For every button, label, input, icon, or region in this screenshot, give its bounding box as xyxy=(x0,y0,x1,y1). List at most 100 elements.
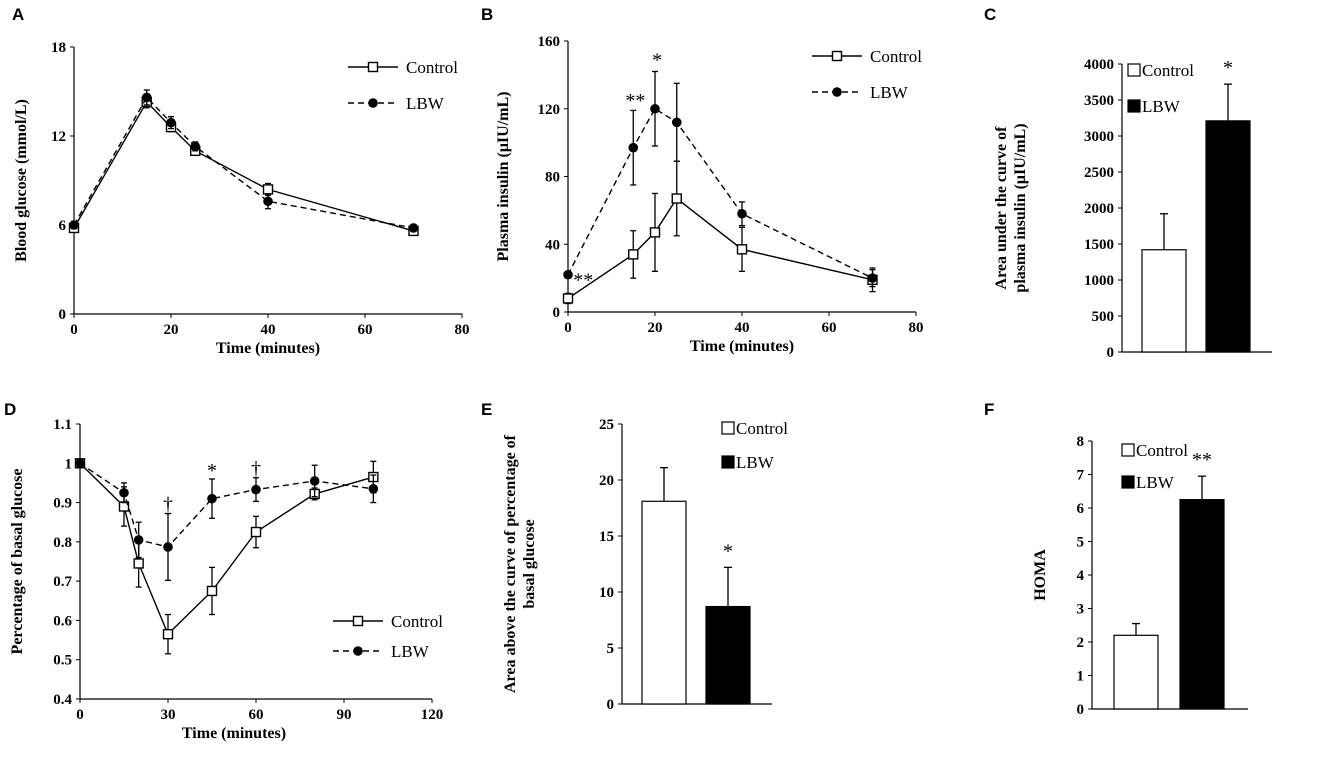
y-axis-label: HOMA xyxy=(1032,549,1049,601)
data-point-lbw xyxy=(263,196,273,207)
y-tick-label: 1 xyxy=(1077,669,1085,685)
legend-marker-lbw xyxy=(832,87,842,97)
x-tick-label: 20 xyxy=(648,320,663,336)
y-tick-label: 20 xyxy=(599,473,614,489)
data-point-lbw xyxy=(119,487,129,498)
y-tick-label: 6 xyxy=(59,218,67,234)
data-point-control xyxy=(262,184,274,195)
panel-label-a: A xyxy=(12,5,24,24)
bar-control xyxy=(1141,249,1187,353)
y-tick-label: 15 xyxy=(599,529,614,545)
data-point-control xyxy=(628,249,639,260)
data-point-lbw xyxy=(69,220,79,230)
y-tick-label: 0.5 xyxy=(53,653,72,669)
y-tick-label: 12 xyxy=(51,129,66,145)
legend-marker-control xyxy=(831,50,843,62)
bar-lbw xyxy=(1205,120,1251,353)
data-point-control xyxy=(671,193,682,204)
series-line-lbw xyxy=(73,96,414,229)
y-tick-label: 5 xyxy=(607,641,615,657)
x-tick-label: 0 xyxy=(70,322,78,338)
y-tick-label: 0 xyxy=(1107,345,1115,361)
legend-label-lbw: LBW xyxy=(736,453,775,472)
data-point-lbw xyxy=(408,223,419,233)
data-point-lbw xyxy=(628,142,639,153)
y-tick-label: 1 xyxy=(65,456,73,472)
y-tick-label: 0.8 xyxy=(53,535,72,551)
x-tick-label: 40 xyxy=(735,320,750,336)
series-line-lbw xyxy=(567,107,873,279)
y-tick-label: 0.9 xyxy=(53,496,72,512)
y-tick-label: 0 xyxy=(1077,702,1085,718)
x-tick-label: 60 xyxy=(358,322,373,338)
significance-marker: † xyxy=(251,458,261,480)
data-point-lbw xyxy=(737,208,747,219)
y-tick-label: 3500 xyxy=(1084,93,1114,109)
y-axis-label: Percentage of basal glucose xyxy=(9,469,26,655)
y-tick-label: 0 xyxy=(607,697,615,713)
legend-label-control: Control xyxy=(870,47,922,66)
data-point-lbw xyxy=(671,117,682,128)
data-point-control xyxy=(649,227,661,238)
bar-lbw xyxy=(705,605,751,705)
significance-marker: * xyxy=(207,460,217,482)
panel-e: E 0 5 10 15 20 25 Area above the curve of perce… xyxy=(481,400,788,713)
series-line-control xyxy=(79,462,374,636)
y-tick-label: 7 xyxy=(1077,468,1085,484)
data-point-lbw xyxy=(141,92,152,103)
panel-label-e: E xyxy=(481,400,492,419)
panel-f: F 0 1 2 3 4 5 6 7 8 HOMA **Control LBW xyxy=(984,400,1248,718)
y-tick-label: 2 xyxy=(1077,635,1085,651)
x-tick-label: 120 xyxy=(421,707,444,723)
x-axis-label: Time (minutes) xyxy=(216,340,320,357)
legend-label-lbw: LBW xyxy=(391,642,430,661)
y-tick-label: 80 xyxy=(545,170,560,186)
panel-label-c: C xyxy=(984,5,996,24)
y-tick-label: 500 xyxy=(1092,309,1115,325)
data-point-lbw xyxy=(867,273,878,283)
y-tick-label: 0 xyxy=(553,305,561,321)
y-tick-label: 2500 xyxy=(1084,165,1114,181)
y-axis-label: Area above the curve of percentage of bas… xyxy=(502,434,538,693)
panel-label-b: B xyxy=(481,5,493,24)
y-axis-label: Plasma insulin (μIU/mL) xyxy=(495,92,512,262)
data-point-control xyxy=(736,244,748,255)
legend-label-lbw: LBW xyxy=(406,94,445,113)
legend-label-control: Control xyxy=(736,419,788,438)
y-tick-label: 25 xyxy=(599,417,614,433)
data-point-control xyxy=(162,628,174,640)
y-tick-label: 10 xyxy=(599,585,614,601)
legend-swatch-control xyxy=(1121,443,1135,457)
y-tick-label: 18 xyxy=(51,40,66,56)
data-point-lbw xyxy=(650,103,660,114)
x-tick-label: 80 xyxy=(909,320,924,336)
significance-marker: † xyxy=(163,493,173,515)
legend-swatch-lbw xyxy=(721,455,735,469)
legend-swatch-control xyxy=(1127,63,1141,77)
y-tick-label: 0.7 xyxy=(53,574,72,590)
legend-swatch-lbw xyxy=(1121,475,1135,489)
y-tick-label: 5 xyxy=(1077,535,1085,551)
y-tick-label: 2000 xyxy=(1084,201,1114,217)
x-tick-label: 30 xyxy=(161,707,176,723)
data-point-control xyxy=(206,585,218,597)
series-line-control xyxy=(73,100,414,232)
legend-label-lbw: LBW xyxy=(1136,473,1175,492)
x-tick-label: 0 xyxy=(76,707,84,723)
bar-control xyxy=(641,500,687,705)
panel-d: D 0.4 0.5 0.6 0.7 0.8 0.9 1 1.1 Percentage of bas… xyxy=(4,400,443,742)
x-tick-label: 60 xyxy=(822,320,837,336)
x-tick-label: 0 xyxy=(564,320,572,336)
data-point-lbw xyxy=(563,269,573,280)
significance-marker: ** xyxy=(1192,449,1212,471)
legend-marker-control xyxy=(367,61,379,73)
y-tick-label: 1500 xyxy=(1084,237,1114,253)
x-tick-label: 40 xyxy=(261,322,276,338)
y-tick-label: 0 xyxy=(59,307,67,323)
y-tick-label: 0.4 xyxy=(53,692,72,708)
series-line-lbw xyxy=(79,462,374,548)
legend-label-control: Control xyxy=(391,612,443,631)
legend-label-lbw: LBW xyxy=(1142,97,1181,116)
y-axis-label: Blood glucose (mmol/L) xyxy=(13,99,30,262)
series-line-control xyxy=(567,197,873,300)
